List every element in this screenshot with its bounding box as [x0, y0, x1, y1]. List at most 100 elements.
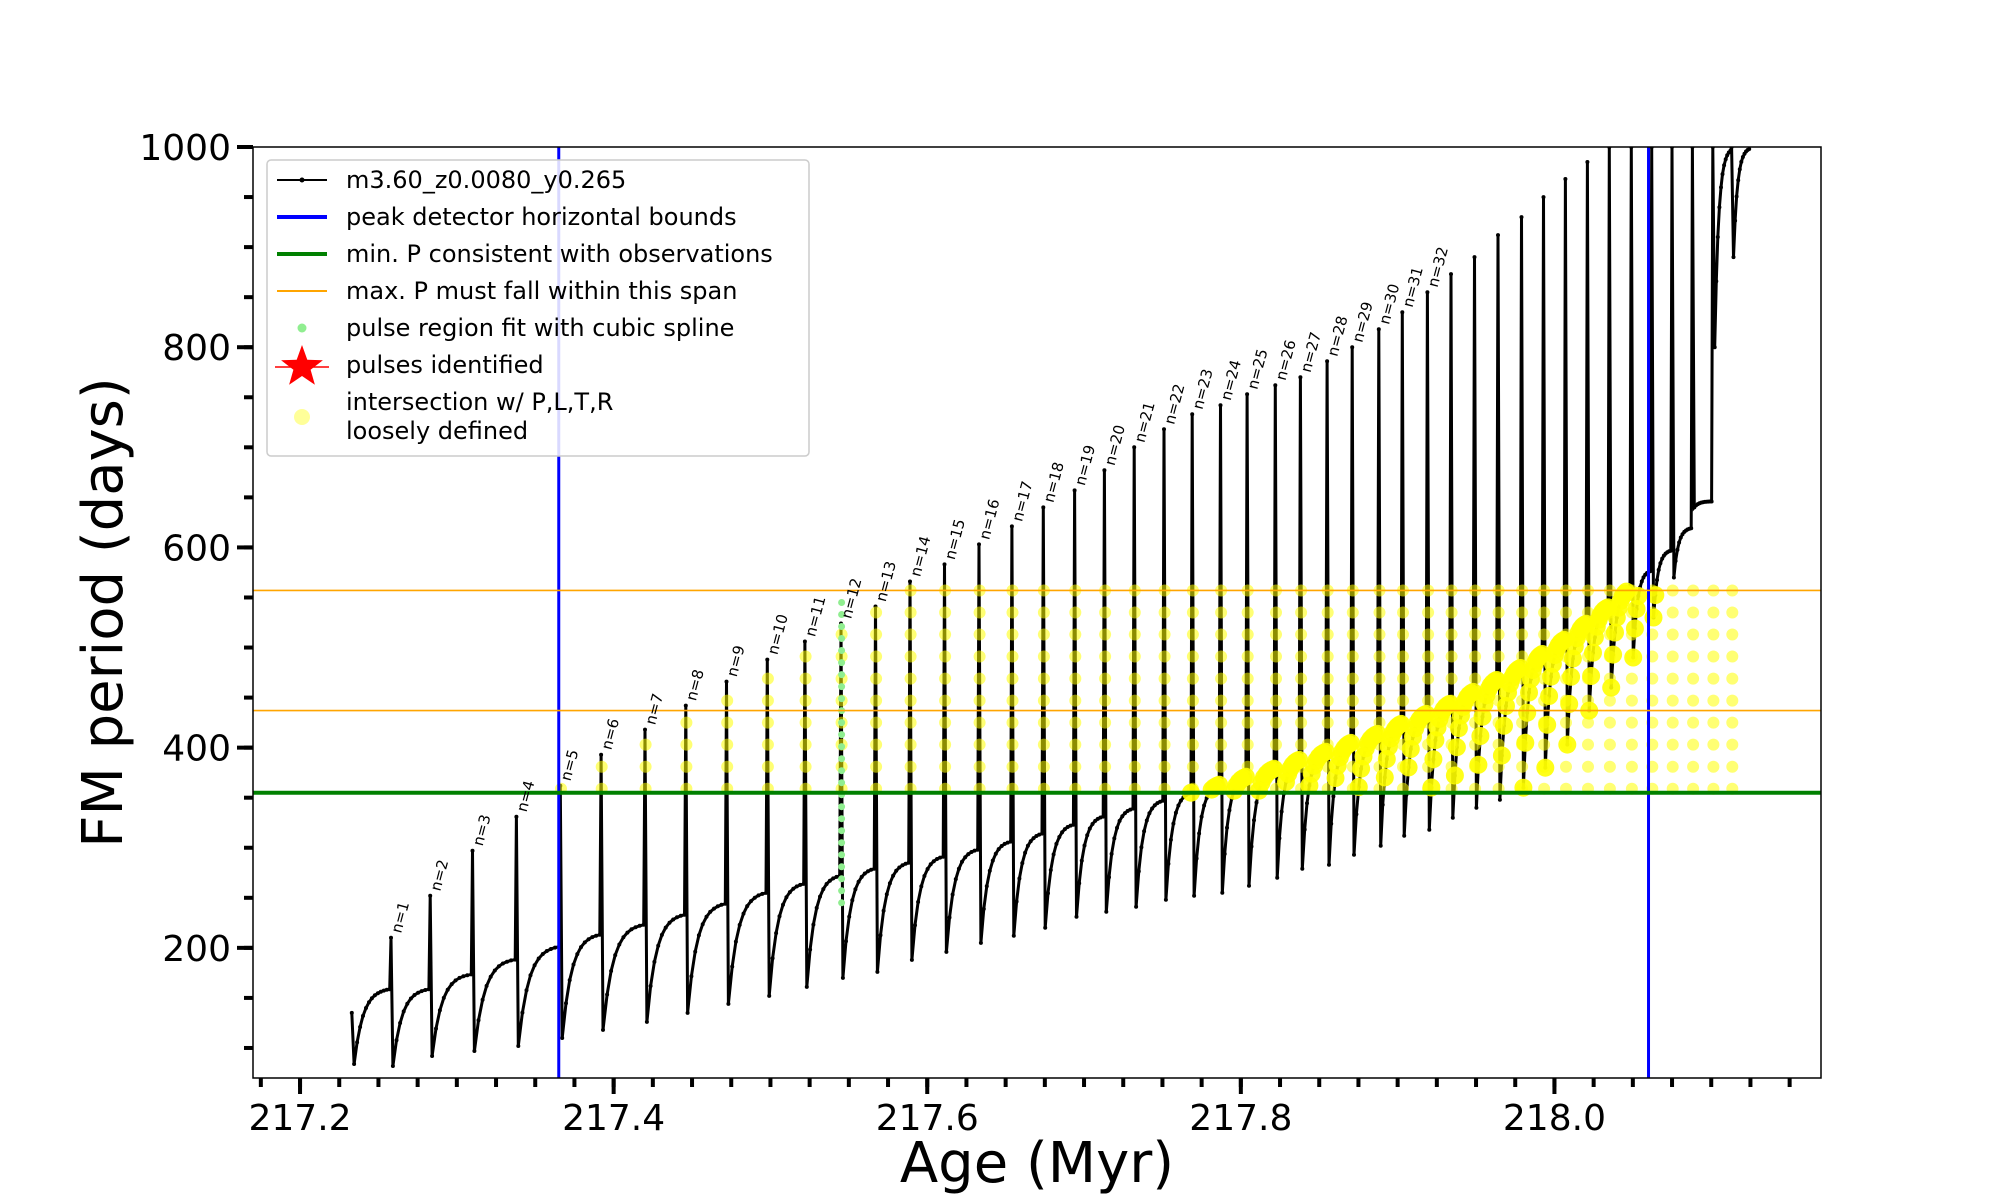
intersection-marker — [1099, 738, 1112, 751]
model-point — [1008, 839, 1013, 844]
intersection-marker — [1422, 628, 1435, 641]
model-point — [369, 996, 374, 1001]
model-point — [378, 989, 383, 994]
intersection-marker — [1707, 738, 1720, 751]
intersection-marker — [1625, 694, 1638, 707]
model-point — [1739, 159, 1744, 164]
intersection-marker — [680, 738, 693, 751]
spline-point — [838, 623, 846, 630]
pulse-label: n=14 — [906, 534, 934, 578]
intersection-marker — [1469, 672, 1482, 685]
intersection-marker — [939, 738, 952, 751]
intersection-marker — [721, 694, 734, 707]
model-point — [1112, 836, 1117, 841]
model-point — [1023, 850, 1028, 855]
model-point — [1054, 841, 1059, 846]
intersection-marker — [1295, 738, 1308, 751]
intersection-marker — [1321, 628, 1334, 641]
model-point — [802, 639, 807, 644]
model-point — [1249, 844, 1254, 849]
intersection-markers — [555, 582, 1739, 802]
model-point — [1736, 178, 1741, 183]
model-point — [520, 1010, 525, 1015]
intersection-marker — [1099, 694, 1112, 707]
model-point — [1675, 547, 1680, 552]
pulse-label: n=9 — [723, 643, 749, 678]
intersection-marker — [761, 738, 774, 751]
model-point — [696, 933, 701, 938]
model-point — [1190, 412, 1195, 417]
model-point — [770, 956, 775, 961]
model-point — [349, 1010, 354, 1015]
model-point — [853, 887, 858, 892]
intersection-marker — [1373, 628, 1386, 641]
intersection-marker — [1006, 694, 1019, 707]
intersection-marker — [973, 694, 986, 707]
model-point — [1734, 194, 1739, 199]
intersection-marker — [973, 716, 986, 729]
intersection-marker — [1582, 716, 1594, 729]
model-point — [801, 881, 806, 886]
intersection-marker — [1295, 650, 1308, 663]
intersection-marker — [721, 760, 734, 773]
intersection-marker — [1602, 678, 1621, 697]
pulse-label: n=17 — [1008, 479, 1036, 523]
model-point — [1017, 876, 1022, 881]
intersection-marker — [1373, 694, 1386, 707]
intersection-marker — [1538, 606, 1551, 619]
intersection-marker — [1445, 650, 1458, 663]
model-point — [956, 866, 961, 871]
intersection-marker — [939, 716, 952, 729]
intersection-marker — [1492, 628, 1505, 641]
pulse-label: n=6 — [598, 716, 624, 751]
intersection-marker — [1037, 694, 1050, 707]
model-point — [981, 906, 986, 911]
intersection-marker — [1099, 716, 1112, 729]
model-point — [1275, 875, 1280, 880]
model-point — [834, 874, 839, 879]
intersection-marker — [1603, 716, 1616, 729]
model-point — [500, 961, 505, 966]
model-point — [1020, 861, 1025, 866]
intersection-marker — [1687, 628, 1700, 641]
model-point — [1131, 806, 1135, 811]
model-point — [1147, 811, 1152, 816]
intersection-marker — [1625, 716, 1638, 729]
spline-point — [838, 755, 846, 763]
model-point — [423, 988, 428, 992]
legend-label: pulse region fit with cubic spline — [346, 314, 734, 342]
intersection-marker — [1687, 672, 1700, 685]
intersection-marker — [1006, 650, 1019, 663]
model-point — [777, 914, 782, 919]
model-point — [700, 922, 705, 927]
intersection-marker — [1707, 694, 1720, 707]
model-point — [629, 927, 634, 932]
model-point — [609, 969, 614, 973]
intersection-marker — [1128, 716, 1141, 729]
model-point — [891, 873, 896, 878]
model-point — [1302, 827, 1307, 832]
intersection-marker — [799, 672, 812, 685]
intersection-marker — [1069, 650, 1082, 663]
intersection-marker — [904, 738, 917, 751]
intersection-marker — [939, 672, 952, 685]
model-point — [1028, 839, 1033, 844]
model-point — [999, 844, 1004, 848]
model-point — [969, 850, 974, 854]
intersection-marker — [939, 606, 952, 619]
intersection-marker — [1707, 760, 1720, 773]
model-point — [476, 1018, 481, 1023]
model-point — [963, 855, 968, 860]
model-point — [361, 1013, 365, 1018]
model-point — [859, 874, 864, 879]
intersection-marker — [1069, 738, 1082, 751]
model-point — [944, 949, 949, 954]
model-point — [1104, 909, 1109, 914]
model-point — [1747, 147, 1752, 151]
intersection-marker — [1629, 587, 1648, 605]
spline-point — [838, 863, 846, 871]
model-point — [941, 854, 946, 859]
intersection-marker — [1422, 650, 1435, 663]
intersection-marker — [870, 716, 883, 729]
model-point — [1057, 835, 1062, 839]
